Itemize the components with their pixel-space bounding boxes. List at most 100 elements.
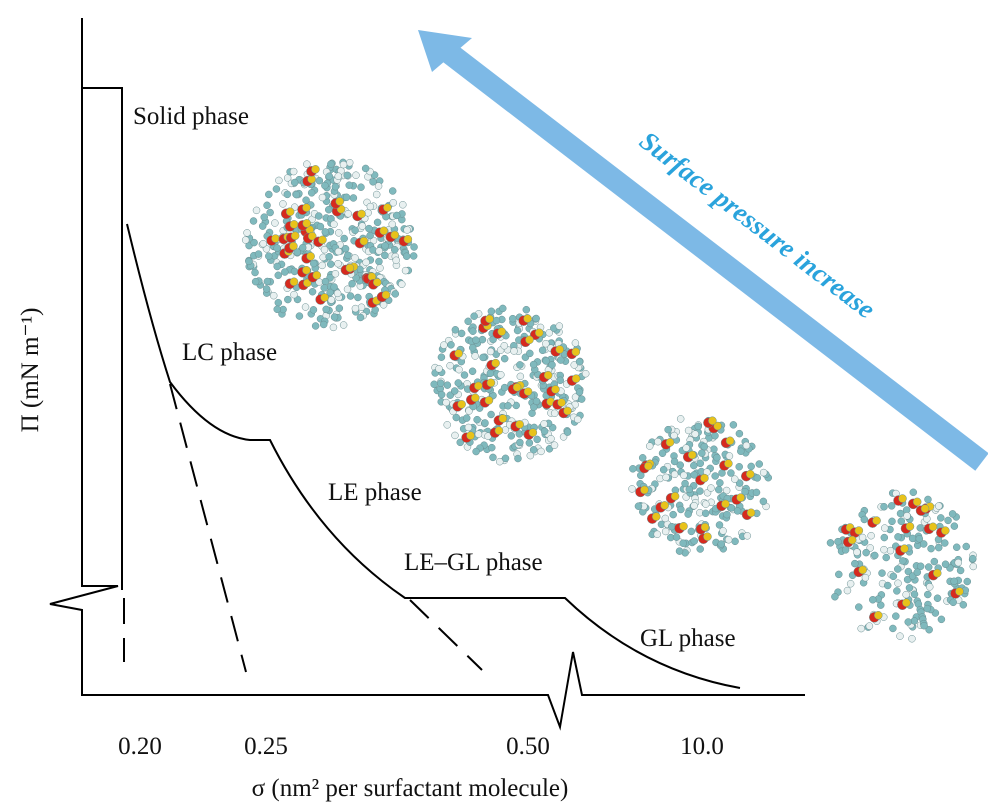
atom	[575, 388, 584, 396]
atom	[700, 473, 709, 483]
atom	[403, 226, 411, 234]
atom	[897, 517, 906, 526]
atom	[376, 264, 384, 272]
atom	[696, 545, 704, 553]
atom	[344, 209, 353, 218]
atom	[319, 320, 328, 329]
atom	[315, 176, 324, 185]
atom	[708, 416, 717, 425]
atom	[545, 329, 554, 337]
atom	[522, 305, 531, 314]
atom	[920, 504, 930, 513]
atom	[472, 336, 480, 344]
atom	[652, 512, 661, 521]
atom	[340, 234, 348, 243]
atom	[271, 234, 280, 243]
atom	[491, 358, 500, 368]
atom	[696, 459, 705, 468]
atom	[497, 371, 505, 379]
atom	[381, 290, 391, 300]
atom	[327, 160, 335, 168]
solid-curve	[82, 87, 123, 590]
atom	[661, 514, 670, 523]
atom	[273, 305, 281, 314]
atom	[857, 624, 865, 633]
atom	[496, 457, 504, 466]
atom	[478, 335, 487, 344]
atom	[752, 488, 761, 497]
atom	[880, 545, 888, 554]
atom	[676, 415, 685, 423]
atom	[746, 508, 756, 518]
atom	[690, 537, 698, 545]
atom	[260, 213, 268, 221]
atom	[563, 428, 572, 436]
atom	[679, 539, 687, 547]
atom	[364, 209, 372, 217]
atom	[908, 534, 917, 543]
atom	[329, 323, 338, 332]
atom	[454, 379, 463, 387]
atom	[550, 441, 559, 449]
atom	[532, 314, 540, 323]
atom	[383, 203, 392, 212]
atom	[628, 485, 636, 493]
atom	[498, 414, 508, 423]
atom	[540, 420, 548, 428]
atom	[526, 451, 535, 460]
atom	[629, 465, 637, 473]
atom	[843, 586, 852, 595]
atom	[721, 499, 730, 509]
x-tick-label: 0.20	[118, 733, 162, 760]
atom	[690, 461, 698, 470]
atom	[538, 346, 547, 355]
atom	[471, 352, 479, 360]
atom	[485, 314, 494, 324]
atom	[949, 598, 957, 607]
atom	[557, 398, 566, 407]
atom	[516, 372, 525, 381]
atom	[555, 322, 564, 330]
atom	[900, 544, 909, 553]
atom	[339, 321, 348, 329]
atom	[927, 544, 935, 553]
atom	[472, 447, 480, 456]
atom	[853, 548, 861, 556]
atom	[497, 327, 506, 336]
atom	[571, 347, 581, 357]
atom	[910, 617, 919, 625]
atom	[252, 206, 261, 215]
atom	[542, 357, 550, 365]
atom	[759, 468, 768, 477]
atom	[409, 252, 418, 260]
atom	[484, 396, 494, 405]
atom	[402, 252, 411, 260]
atom	[466, 431, 475, 440]
atom	[381, 242, 389, 250]
atom	[361, 164, 370, 173]
atom	[302, 203, 311, 212]
atom	[324, 205, 333, 214]
atom	[867, 531, 875, 540]
atom	[500, 383, 509, 392]
atom	[320, 245, 329, 254]
atom	[284, 295, 292, 304]
atom	[913, 568, 922, 577]
atom	[330, 283, 338, 291]
atom	[275, 176, 283, 185]
atom	[392, 211, 401, 220]
phase-label: LC phase	[182, 339, 277, 366]
atom	[456, 438, 465, 447]
atom	[681, 479, 689, 488]
atom	[443, 381, 452, 389]
atom	[335, 229, 343, 237]
atom	[437, 390, 446, 399]
atom	[659, 465, 668, 474]
atom	[691, 430, 699, 438]
atom	[711, 432, 719, 440]
atom	[935, 502, 943, 510]
atom	[727, 504, 736, 512]
atom	[941, 560, 950, 569]
atom	[315, 212, 323, 220]
